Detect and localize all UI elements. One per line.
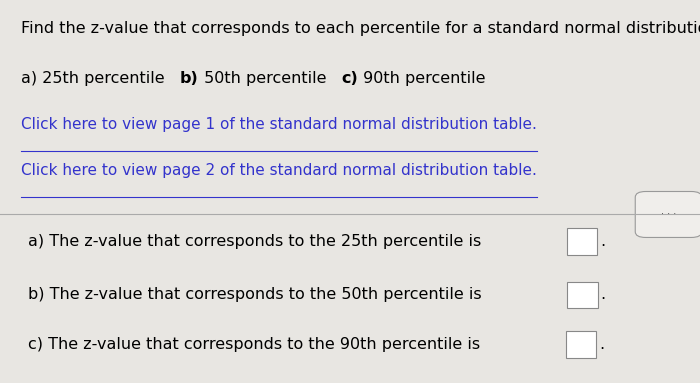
Text: Find the z-value that corresponds to each percentile for a standard normal distr: Find the z-value that corresponds to eac… xyxy=(21,21,700,36)
Text: 90th percentile: 90th percentile xyxy=(358,71,486,86)
Text: Click here to view page 1 of the standard normal distribution table.: Click here to view page 1 of the standar… xyxy=(21,117,537,132)
Text: · · ·: · · · xyxy=(661,210,676,219)
Text: c): c) xyxy=(342,71,358,86)
Text: .: . xyxy=(601,287,606,303)
Text: Click here to view page 2 of the standard normal distribution table.: Click here to view page 2 of the standar… xyxy=(21,163,537,178)
Text: 50th percentile: 50th percentile xyxy=(199,71,326,86)
FancyBboxPatch shape xyxy=(636,192,700,237)
Text: .: . xyxy=(601,234,606,249)
Text: a) 25th percentile: a) 25th percentile xyxy=(21,71,164,86)
Text: b): b) xyxy=(180,71,199,86)
FancyBboxPatch shape xyxy=(567,228,598,255)
Text: .: . xyxy=(599,337,604,352)
Text: a) The z-value that corresponds to the 25th percentile is: a) The z-value that corresponds to the 2… xyxy=(28,234,482,249)
Text: Click here to view page 2 of the standard normal distribution table.: Click here to view page 2 of the standar… xyxy=(21,163,537,178)
Text: b) The z-value that corresponds to the 50th percentile is: b) The z-value that corresponds to the 5… xyxy=(28,287,482,303)
Text: c) The z-value that corresponds to the 90th percentile is: c) The z-value that corresponds to the 9… xyxy=(28,337,480,352)
FancyBboxPatch shape xyxy=(567,282,598,308)
FancyBboxPatch shape xyxy=(566,331,596,358)
Text: Click here to view page 1 of the standard normal distribution table.: Click here to view page 1 of the standar… xyxy=(21,117,537,132)
